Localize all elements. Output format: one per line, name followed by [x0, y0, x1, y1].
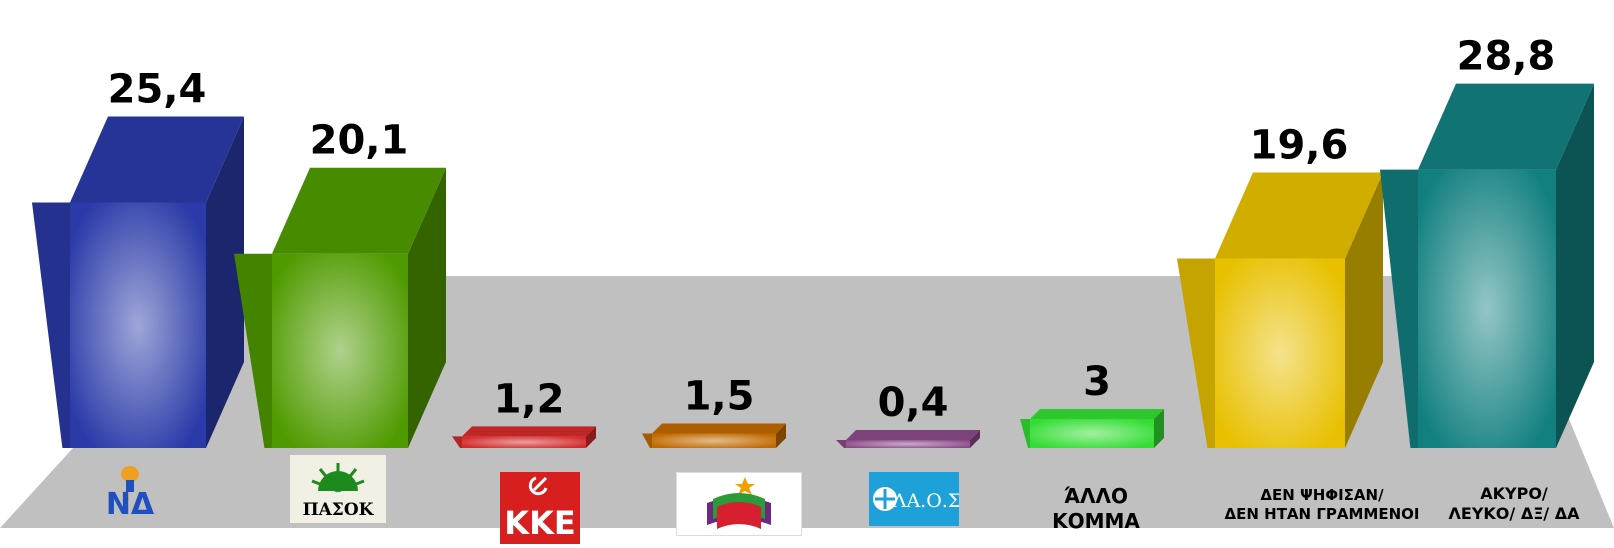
bar-right-face	[586, 426, 596, 448]
bar-front-highlight	[1030, 419, 1154, 448]
svg-text:ΠΑΣΟΚ: ΠΑΣΟΚ	[303, 500, 375, 520]
bar-right-face	[408, 167, 446, 448]
value-label: 1,2	[494, 376, 565, 422]
bar-side	[32, 202, 70, 448]
value-label: 25,4	[108, 66, 207, 112]
value-label: 1,5	[684, 374, 755, 420]
value-label: 19,6	[1250, 123, 1349, 169]
bar-side	[642, 433, 652, 448]
bar-7: 19,6	[1177, 123, 1383, 449]
bar-top	[272, 167, 446, 254]
akyro-line2: ΛΕΥΚΟ/ ΔΞ/ ΔΑ	[1448, 504, 1580, 523]
bar-6: 3	[1020, 359, 1164, 448]
bar-2: 20,1	[234, 118, 446, 448]
bar-5: 0,4	[836, 380, 980, 448]
value-label: 20,1	[310, 118, 409, 164]
bar-4: 1,5	[642, 374, 786, 448]
syriza-logo	[676, 472, 802, 536]
svg-text:ΝΔ: ΝΔ	[106, 487, 155, 522]
bar-side	[452, 436, 462, 448]
allo-line1: ΆΛΛΟ	[1064, 484, 1128, 508]
bar-3: 1,2	[452, 376, 596, 448]
value-label: 0,4	[878, 380, 949, 426]
akyro-line1: ΑΚΥΡΟ/	[1480, 484, 1548, 503]
bar-8: 28,8	[1380, 34, 1594, 448]
bar-top	[652, 423, 786, 434]
bar-front-highlight	[272, 253, 408, 448]
bar-top	[846, 430, 980, 440]
svg-text:ΛΑ.Ο.Σ: ΛΑ.Ο.Σ	[892, 490, 959, 512]
pasok-logo: ΠΑΣΟΚ	[290, 455, 386, 523]
bar-side	[234, 253, 272, 448]
bar-front-highlight	[652, 433, 776, 448]
bar-right-face	[1345, 172, 1383, 449]
bar-side	[1380, 169, 1418, 448]
category-label-allo: ΆΛΛΟ ΚΟΜΜΑ	[1036, 484, 1156, 534]
bar-right-face	[1154, 409, 1164, 448]
bar-right-face	[1556, 83, 1594, 448]
bar-top	[1030, 409, 1164, 419]
svg-text:ΚΚΕ: ΚΚΕ	[504, 504, 575, 542]
nd-logo: ΝΔ	[90, 462, 170, 522]
bar-top	[1418, 83, 1594, 170]
den-line1: ΔΕΝ ΨΗΦΙΣΑΝ/	[1260, 486, 1384, 504]
bar-top	[1215, 172, 1383, 259]
value-label: 3	[1083, 359, 1111, 405]
den-line2: ΔΕΝ ΗΤΑΝ ΓΡΑΜΜΕΝΟΙ	[1224, 504, 1420, 523]
bar-right-face	[970, 430, 980, 448]
bar-top	[70, 116, 244, 203]
bar-top	[462, 426, 596, 437]
bar-1: 25,4	[32, 66, 244, 448]
bar-front-highlight	[846, 440, 970, 448]
bar-side	[1177, 258, 1215, 448]
allo-line2: ΚΟΜΜΑ	[1052, 509, 1140, 533]
bar-right-face	[776, 423, 786, 448]
bars-group: 25,4 20,1 1,2 1,5 0,4 3 19,6 28,8	[32, 34, 1594, 449]
kke-logo: ΚΚΕ	[500, 472, 580, 544]
bar-right-face	[206, 116, 244, 448]
bar-front-highlight	[462, 436, 586, 448]
bar-front-highlight	[70, 202, 206, 448]
laos-logo: ΛΑ.Ο.Σ	[869, 472, 961, 526]
bar-front-highlight	[1215, 258, 1345, 448]
bar-front-highlight	[1418, 169, 1556, 448]
value-label: 28,8	[1457, 34, 1556, 80]
bar-side	[1020, 419, 1030, 448]
category-label-den-psifisan: ΔΕΝ ΨΗΦΙΣΑΝ/ ΔΕΝ ΗΤΑΝ ΓΡΑΜΜΕΝΟΙ	[1212, 486, 1432, 524]
category-label-akyro: ΑΚΥΡΟ/ ΛΕΥΚΟ/ ΔΞ/ ΔΑ	[1424, 484, 1604, 524]
bar-side	[836, 440, 846, 448]
